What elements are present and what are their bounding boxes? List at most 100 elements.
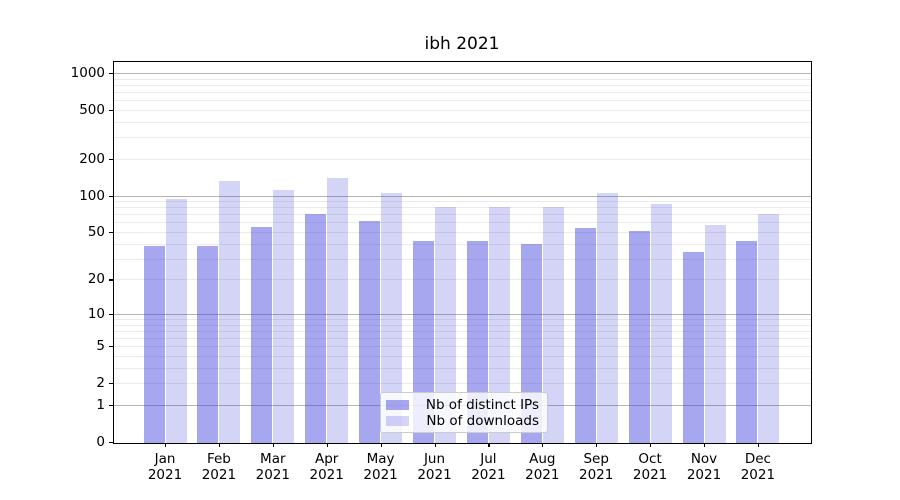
bar-downloads-may — [381, 193, 403, 443]
x-tick — [272, 443, 274, 447]
y-tick-label: 0 — [96, 434, 105, 450]
bar-downloads-jul — [488, 207, 510, 443]
minor-gridline — [113, 356, 811, 357]
x-tick — [488, 443, 490, 447]
y-tick-label: 500 — [79, 102, 105, 118]
minor-gridline — [113, 100, 811, 102]
y-tick-label: 100 — [79, 187, 105, 204]
minor-gridline — [113, 279, 811, 281]
x-tick-label: Oct 2021 — [632, 451, 668, 483]
x-tick — [218, 443, 221, 447]
minor-gridline — [113, 258, 811, 260]
y-tick-label: 1000 — [70, 65, 105, 81]
legend-item-downloads: Nb of downloads — [386, 413, 539, 429]
y-tick-label: 10 — [87, 305, 105, 322]
minor-gridline — [113, 78, 811, 80]
x-tick — [434, 443, 436, 447]
minor-gridline — [113, 222, 811, 224]
minor-gridline — [113, 324, 811, 326]
bar-ips-oct — [628, 231, 650, 443]
x-tick — [380, 443, 382, 447]
minor-gridline — [113, 232, 811, 233]
y-tick — [109, 346, 113, 348]
legend-swatch-distinct-ips — [386, 400, 409, 410]
bar-ips-apr — [305, 214, 327, 443]
y-tick — [109, 158, 113, 160]
y-tick — [109, 313, 113, 316]
minor-gridline — [113, 319, 811, 320]
minor-gridline — [113, 84, 811, 86]
minor-gridline — [113, 330, 811, 332]
x-tick — [650, 443, 652, 447]
major-gridline — [113, 73, 811, 74]
minor-gridline — [113, 243, 811, 245]
bar-ips-sep — [574, 228, 596, 443]
bar-downloads-aug — [542, 206, 564, 443]
y-tick-label: 2 — [96, 375, 105, 392]
minor-gridline — [113, 368, 811, 369]
x-tick-label: May 2021 — [363, 451, 398, 483]
x-tick — [542, 443, 544, 447]
x-tick-label: Aug 2021 — [525, 451, 560, 483]
x-tick-label: Jul 2021 — [471, 451, 506, 483]
y-axis-line — [113, 61, 115, 443]
y-tick — [109, 405, 113, 407]
bar-ips-feb — [197, 246, 219, 443]
legend-item-distinct-ips: Nb of distinct IPs — [386, 397, 539, 413]
y-tick-label: 200 — [79, 150, 105, 167]
x-tick — [165, 443, 167, 447]
legend-label-downloads: Nb of downloads — [426, 413, 539, 429]
bar-downloads-apr — [327, 178, 349, 443]
major-gridline — [113, 313, 811, 315]
y-tick — [109, 110, 113, 112]
x-tick-label: Mar 2021 — [255, 451, 290, 483]
legend-label-distinct-ips: Nb of distinct IPs — [425, 397, 539, 413]
minor-gridline — [113, 383, 811, 385]
bar-downloads-oct — [650, 204, 672, 443]
minor-gridline — [113, 92, 811, 93]
bar-ips-mar — [251, 227, 273, 443]
y-tick — [109, 73, 113, 75]
minor-gridline — [113, 207, 811, 209]
legend: Nb of distinct IPs Nb of downloads — [380, 392, 548, 433]
right-spine — [811, 61, 813, 444]
minor-gridline — [113, 346, 811, 348]
bar-downloads-dec — [758, 214, 780, 443]
bar-downloads-sep — [596, 192, 618, 443]
chart-title: ibh 2021 — [424, 34, 500, 54]
y-tick — [109, 279, 113, 281]
minor-gridline — [113, 110, 811, 111]
y-tick — [109, 442, 113, 444]
x-tick-label: Jan 2021 — [147, 451, 183, 483]
minor-gridline — [113, 338, 811, 340]
x-tick-label: Jun 2021 — [417, 451, 452, 483]
bar-downloads-feb — [219, 180, 241, 443]
minor-gridline — [113, 121, 811, 123]
y-tick-label: 50 — [87, 224, 105, 240]
y-tick-label: 20 — [87, 271, 105, 288]
x-tick — [757, 443, 760, 447]
x-tick-label: Sep 2021 — [579, 451, 614, 483]
x-tick — [326, 443, 328, 447]
bar-downloads-nov — [704, 225, 726, 443]
x-tick-label: Dec 2021 — [740, 451, 776, 483]
bar-ips-dec — [736, 241, 758, 443]
bar-downloads-mar — [273, 189, 295, 443]
bar-downloads-jun — [435, 207, 456, 443]
x-tick-label: Apr 2021 — [309, 451, 344, 483]
y-tick-label: 5 — [96, 338, 105, 355]
x-tick-label: Nov 2021 — [686, 451, 722, 483]
x-axis-line — [113, 443, 812, 445]
y-tick-label: 1 — [96, 397, 105, 413]
x-tick — [704, 443, 706, 447]
bar-ips-may — [359, 220, 381, 443]
x-tick — [596, 443, 598, 447]
major-gridline — [113, 195, 811, 197]
x-tick-label: Feb 2021 — [201, 451, 237, 483]
top-spine — [113, 61, 812, 63]
minor-gridline — [113, 201, 811, 203]
bar-ips-nov — [682, 252, 704, 443]
y-tick — [109, 232, 113, 234]
y-tick — [109, 195, 113, 197]
